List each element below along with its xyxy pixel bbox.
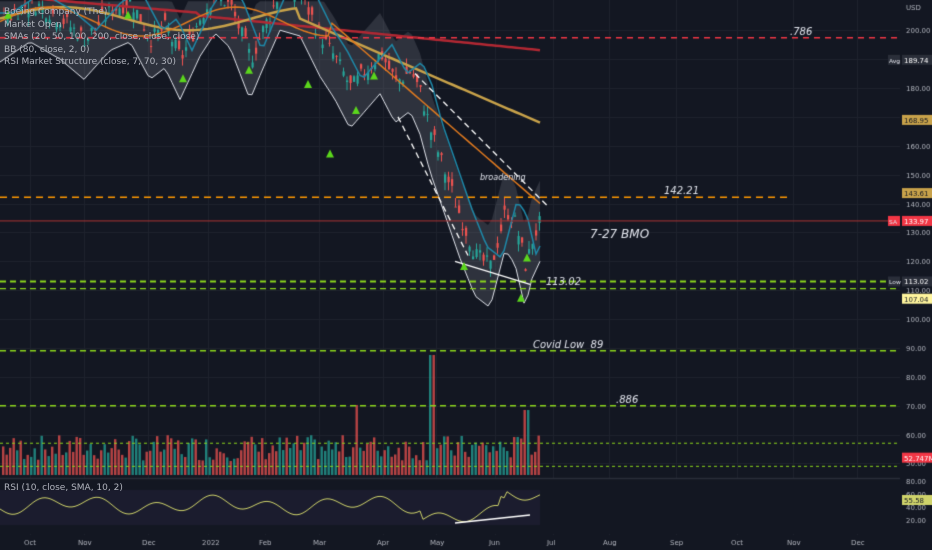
rsi-pane-label[interactable]: RSI (10, close, SMA, 10, 2) [4,483,123,493]
